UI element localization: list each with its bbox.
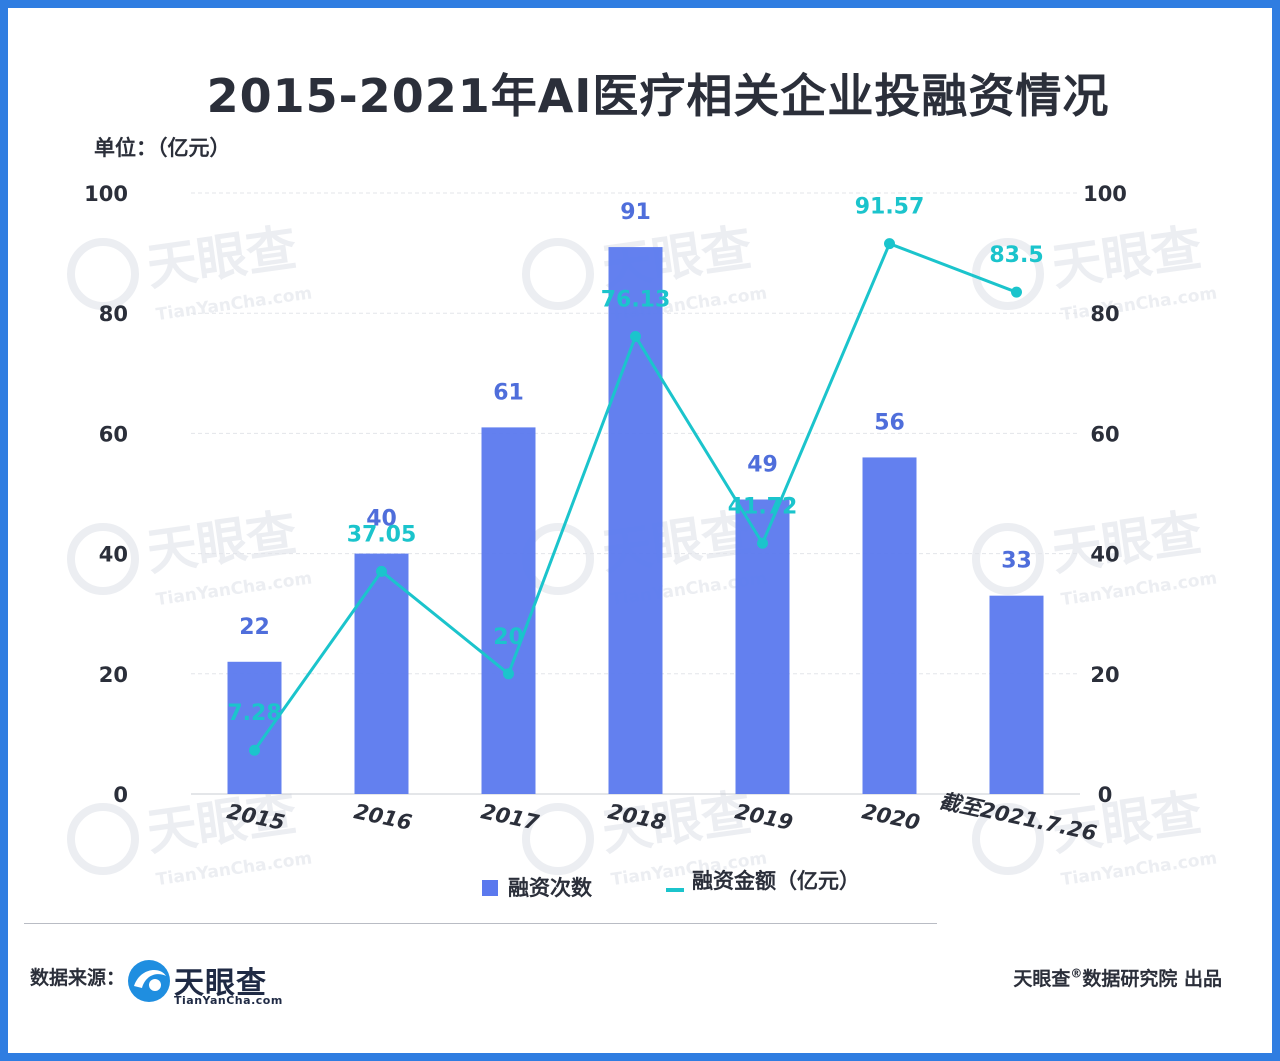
line-data-label: 37.05: [347, 522, 417, 547]
logo-name: 天眼查: [174, 966, 267, 1001]
bar-data-label: 61: [493, 380, 524, 405]
line-data-label: 91.57: [855, 195, 925, 220]
source-label: 数据来源：: [30, 967, 126, 989]
y-right-tick-label: 20: [1090, 663, 1119, 687]
bar: [481, 427, 536, 794]
y-right-tick-label: 100: [1083, 182, 1127, 206]
line-point: [503, 668, 514, 680]
bar: [862, 457, 917, 794]
watermark-name: 天眼查: [1048, 503, 1205, 581]
logo-domain: TianYanCha.com: [174, 994, 283, 1007]
platform-watermark: 澎湃号 @天眼查数据研究院: [906, 1018, 1256, 1053]
footer-divider: [24, 923, 937, 924]
line-point: [249, 744, 260, 756]
registered-mark: ®: [1070, 966, 1083, 981]
x-tick-label: 2016: [352, 799, 414, 835]
y-left-tick-label: 20: [99, 663, 128, 687]
watermark-brand: 澎湃号: [906, 1025, 990, 1053]
line-point: [1011, 286, 1022, 298]
y-left-tick-label: 100: [84, 182, 128, 206]
bar: [227, 661, 282, 794]
x-tick-label: 截至2021.7.26: [937, 789, 1099, 846]
chart-title: 2015-2021年AI医疗相关企业投融资情况: [206, 69, 1110, 123]
credit-main: 天眼查: [1013, 968, 1071, 990]
y-right-tick-label: 60: [1090, 422, 1119, 446]
watermark-icon: [67, 803, 139, 875]
watermark-name: 天眼查: [143, 218, 300, 296]
line-point: [757, 537, 768, 549]
watermark-name: 天眼查: [143, 503, 300, 581]
x-tick-label: 2020: [860, 799, 922, 835]
chart-canvas: 天眼查TianYanCha.com天眼查TianYanCha.com天眼查Tia…: [67, 182, 1218, 900]
bar-data-label: 33: [1001, 549, 1032, 574]
line-data-label: 20: [493, 625, 524, 650]
legend-swatch-bar: [482, 880, 498, 896]
watermark-icon: [972, 238, 1044, 310]
y-right-tick-label: 40: [1090, 543, 1119, 567]
line-data-label: 83.5: [989, 243, 1043, 268]
bar-data-label: 40: [366, 507, 397, 532]
y-right-tick-label: 80: [1090, 302, 1119, 326]
watermark-icon: [972, 523, 1044, 595]
bar: [354, 553, 409, 794]
watermark-icon: [522, 803, 594, 875]
tianyancha-logo: 天眼查 TianYanCha.com: [126, 958, 296, 1010]
watermark-icon: [67, 523, 139, 595]
legend-label-line: 融资金额（亿元）: [692, 869, 860, 893]
credit-text: 天眼查®数据研究院 出品: [1013, 964, 1222, 991]
y-right-tick-label: 0: [1098, 783, 1113, 807]
line-point: [630, 330, 641, 342]
unit-label: 单位：（亿元）: [94, 136, 231, 160]
line-data-label: 41.72: [728, 494, 798, 519]
watermark-icon: [972, 803, 1044, 875]
x-tick-label: 2017: [479, 799, 542, 835]
watermark-icon: [522, 523, 594, 595]
line-point: [884, 238, 895, 250]
credit-rest: 数据研究院 出品: [1082, 968, 1222, 990]
logo-icon: [128, 960, 170, 1002]
y-left-tick-label: 60: [99, 422, 128, 446]
watermark-icon: [522, 238, 594, 310]
bar-data-label: 22: [239, 615, 270, 640]
line-data-label: 7.28: [227, 701, 281, 726]
y-left-tick-label: 80: [99, 302, 128, 326]
bar-data-label: 91: [620, 200, 651, 225]
watermark-account: @天眼查数据研究院: [1004, 1025, 1256, 1053]
bar: [989, 595, 1044, 794]
line-data-label: 76.13: [601, 287, 671, 312]
watermark-name: 天眼查: [1048, 218, 1205, 296]
bar: [608, 247, 663, 795]
bar-data-label: 56: [874, 410, 905, 435]
y-left-tick-label: 0: [113, 783, 128, 807]
bar-data-label: 49: [747, 453, 778, 478]
watermark-icon: [67, 238, 139, 310]
line-point: [376, 565, 387, 577]
legend-label-bar: 融资次数: [508, 876, 593, 900]
chart-card: 2015-2021年AI医疗相关企业投融资情况 单位：（亿元） 天眼查 TianY…: [8, 8, 1272, 1053]
y-left-tick-label: 40: [99, 543, 128, 567]
